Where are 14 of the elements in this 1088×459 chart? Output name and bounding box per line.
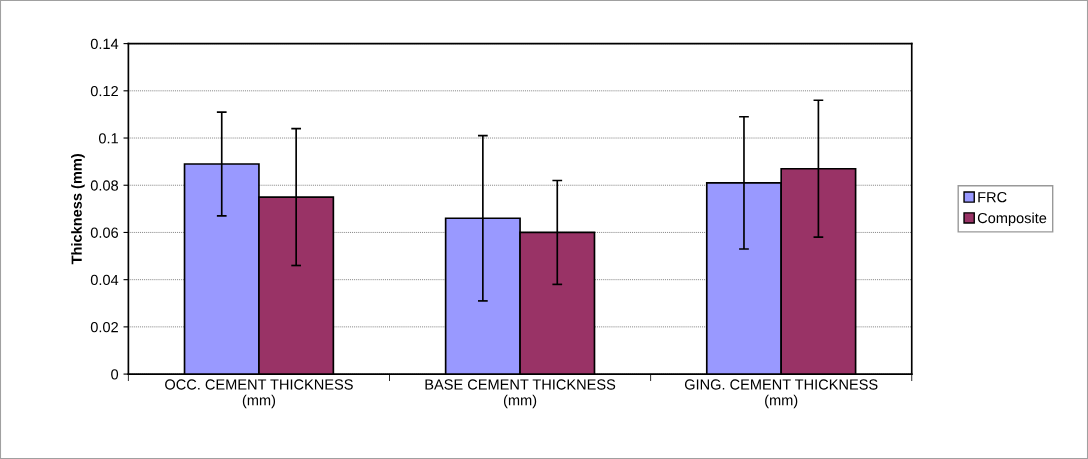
- legend-label: Composite: [977, 212, 1047, 227]
- y-tick-label: 0: [111, 369, 119, 380]
- y-tick-label: 0.08: [90, 180, 119, 191]
- x-tick-label: GING. CEMENT THICKNESS (mm): [684, 379, 878, 409]
- x-tick-label: BASE CEMENT THICKNESS (mm): [425, 379, 616, 409]
- y-tick-label: 0.06: [90, 227, 119, 238]
- y-axis-title: Thickness (mm): [71, 154, 85, 265]
- y-tick-label: 0.12: [90, 85, 118, 97]
- y-tick-label: 0.02: [90, 321, 118, 333]
- y-tick-label: 0.04: [90, 274, 119, 286]
- y-tick-label: 0.1: [98, 133, 118, 144]
- x-tick-label: OCC. CEMENT THICKNESS (mm): [165, 379, 353, 409]
- legend-label: FRC: [978, 191, 1007, 203]
- y-tick-label: 0.14: [90, 38, 119, 50]
